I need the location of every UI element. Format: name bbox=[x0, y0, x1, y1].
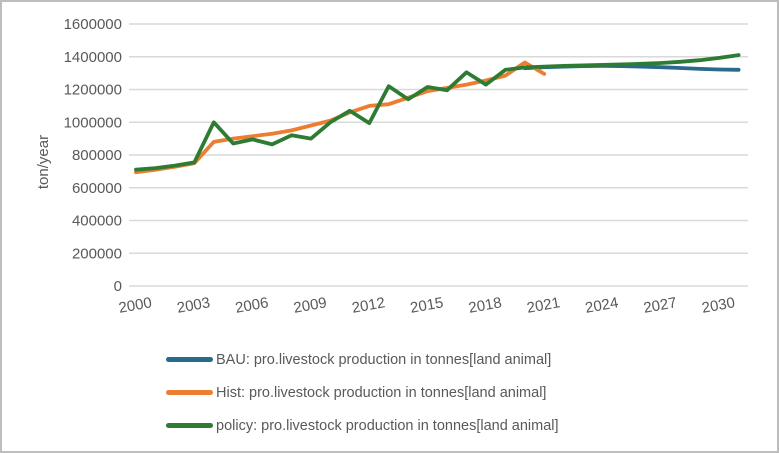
gridlines bbox=[129, 23, 748, 287]
y-tick-label: 0 bbox=[114, 278, 122, 295]
legend-item-policy: policy: pro.livestock production in tonn… bbox=[166, 409, 559, 442]
legend-label: policy: pro.livestock production in tonn… bbox=[216, 417, 559, 434]
legend-item-hist: Hist: pro.livestock production in tonnes… bbox=[166, 376, 559, 409]
legend-label: Hist: pro.livestock production in tonnes… bbox=[216, 384, 547, 401]
x-tick-label: 2000 bbox=[117, 294, 153, 317]
legend-label: BAU: pro.livestock production in tonnes[… bbox=[216, 351, 552, 368]
x-tick-label: 2024 bbox=[584, 294, 620, 317]
chart-plot-area: 0 200000 400000 600000 800000 1000000 1200000 1… bbox=[35, 16, 748, 317]
x-tick-labels: 2000 2003 2006 2009 2012 2015 2018 2021 2024 2027… bbox=[117, 294, 736, 317]
x-tick-label: 2030 bbox=[701, 294, 737, 317]
series-line-policy bbox=[134, 53, 741, 172]
x-tick-label: 2009 bbox=[292, 294, 328, 317]
x-tick-label: 2018 bbox=[467, 294, 503, 317]
x-tick-label: 2021 bbox=[526, 294, 562, 317]
x-tick-label: 2027 bbox=[642, 294, 678, 317]
x-tick-label: 2006 bbox=[234, 294, 270, 317]
y-tick-label: 800000 bbox=[72, 147, 122, 164]
x-tick-label: 2012 bbox=[351, 294, 387, 317]
y-tick-label: 400000 bbox=[72, 213, 122, 230]
x-tick-label: 2003 bbox=[176, 294, 212, 317]
legend-swatch-bau bbox=[166, 357, 213, 362]
y-tick-label: 1600000 bbox=[64, 16, 122, 33]
y-tick-label: 600000 bbox=[72, 180, 122, 197]
legend: BAU: pro.livestock production in tonnes[… bbox=[166, 343, 559, 442]
y-axis-label: ton/year bbox=[35, 135, 52, 189]
legend-swatch-hist bbox=[166, 390, 213, 395]
y-tick-label: 1400000 bbox=[64, 49, 122, 66]
y-tick-labels: 0 200000 400000 600000 800000 1000000 1200000 1… bbox=[64, 16, 122, 295]
y-tick-label: 1000000 bbox=[64, 114, 122, 131]
legend-swatch-policy bbox=[166, 423, 213, 428]
legend-item-bau: BAU: pro.livestock production in tonnes[… bbox=[166, 343, 559, 376]
y-tick-label: 200000 bbox=[72, 245, 122, 262]
y-tick-label: 1200000 bbox=[64, 82, 122, 99]
x-tick-label: 2015 bbox=[409, 294, 445, 317]
